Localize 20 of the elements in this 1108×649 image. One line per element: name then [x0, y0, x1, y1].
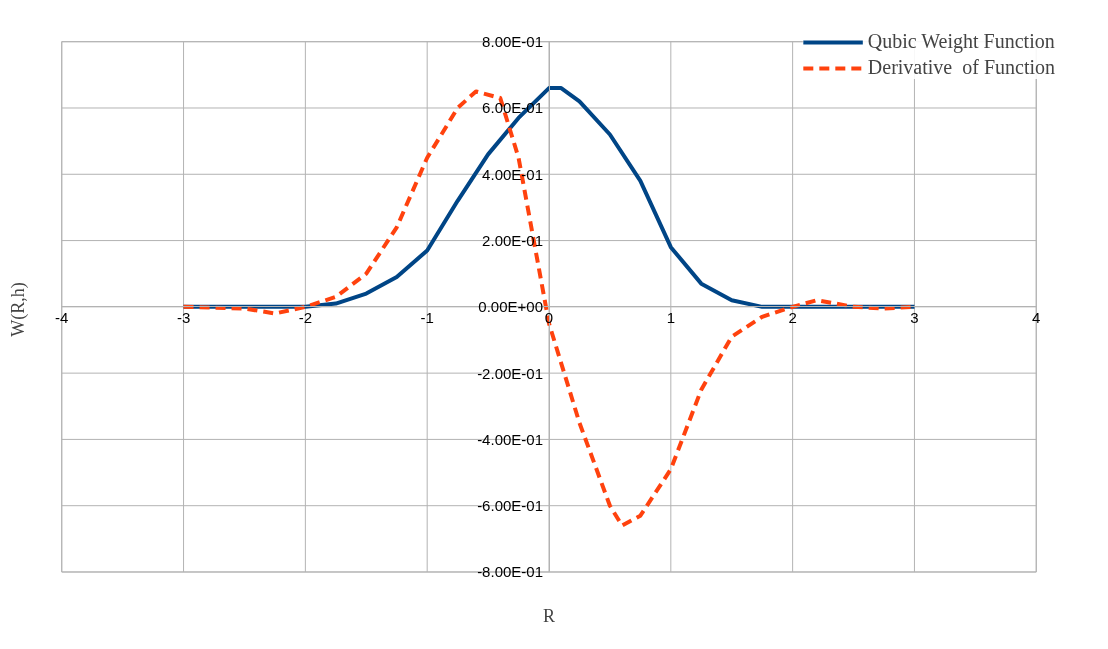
legend-label: Derivative of Function	[867, 56, 1055, 79]
y-tick-label: 8.00E-01	[482, 33, 544, 51]
y-tick-label: -8.00E-01	[477, 563, 543, 581]
x-tick-label: 0	[544, 308, 554, 326]
y-tick-label: -6.00E-01	[477, 497, 543, 515]
y-axis-title: W(R,h)	[7, 282, 29, 337]
x-tick-label: 1	[666, 308, 675, 326]
legend-label: Qubic Weight Function	[867, 30, 1055, 53]
y-tick-label: 0.00E+00	[478, 298, 544, 316]
x-tick-label: 3	[910, 308, 919, 326]
y-tick-label: 4.00E-01	[482, 165, 544, 183]
y-tick-label: -4.00E-01	[477, 430, 543, 448]
x-tick-label: -3	[176, 308, 191, 326]
x-tick-label: -1	[420, 308, 434, 326]
y-tick-label: -2.00E-01	[477, 364, 543, 382]
x-tick-label: 2	[788, 308, 797, 326]
x-tick-label: 4	[1032, 308, 1041, 326]
x-tick-label: -4	[55, 308, 69, 326]
x-axis-title: R	[543, 605, 556, 626]
x-tick-label: -2	[298, 308, 313, 326]
